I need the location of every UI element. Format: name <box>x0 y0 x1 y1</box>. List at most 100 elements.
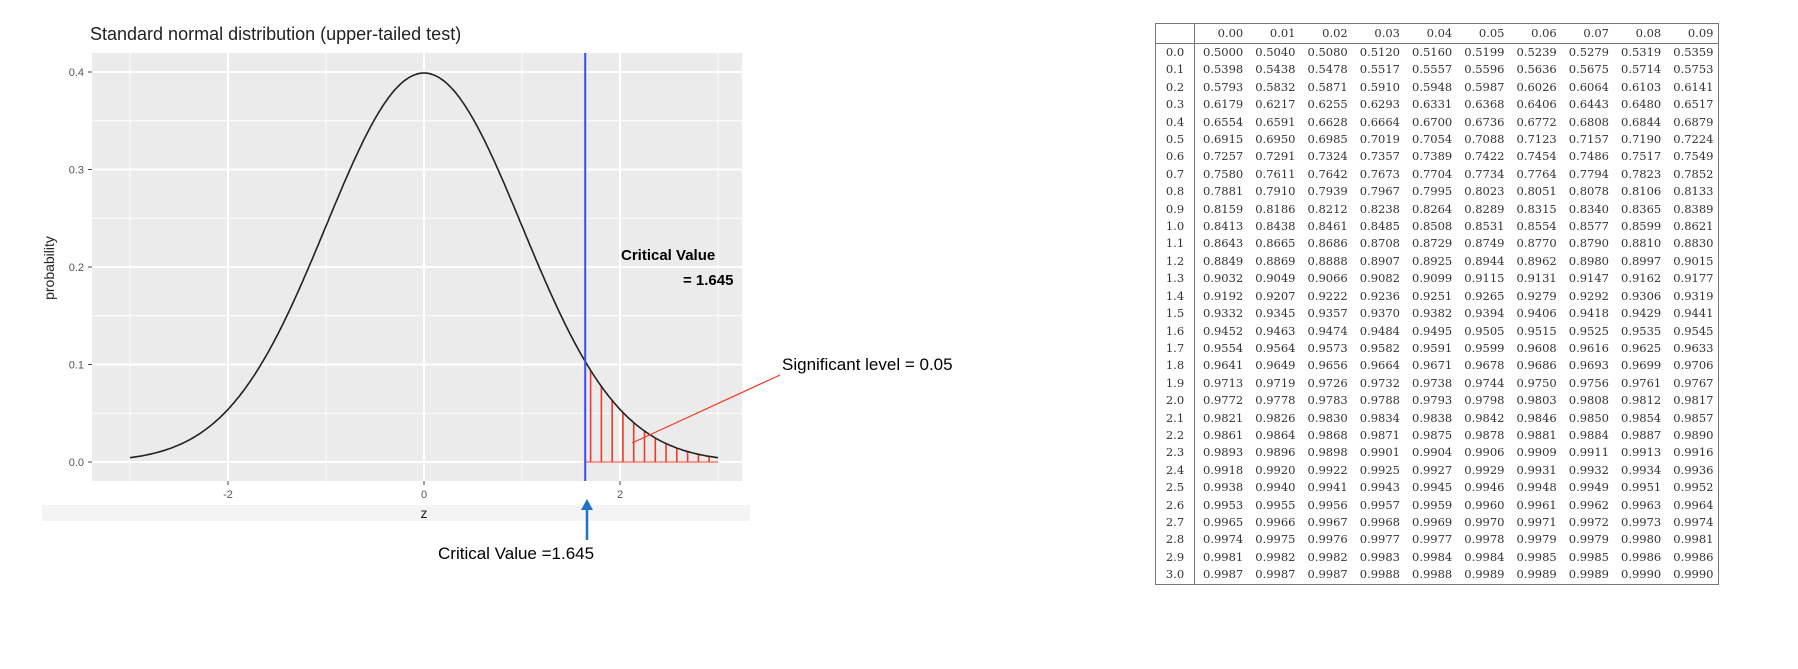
table-cell: 0.9505 <box>1464 323 1505 338</box>
table-row: 2.2 0.9861 0.9864 0.9868 0.9871 0.9875 0.9878 0… <box>1155 426 1719 445</box>
density-curve <box>129 72 719 459</box>
row-label: 2.7 <box>1155 513 1195 532</box>
table-cell: 0.9971 <box>1516 514 1557 529</box>
table-row: 0.4 0.6554 0.6591 0.6628 0.6664 0.6700 0.6736 0… <box>1155 113 1719 132</box>
table-cell: 0.9952 <box>1673 480 1714 495</box>
row-label: 0.0 <box>1155 43 1195 62</box>
table-cell: 0.9943 <box>1359 480 1400 495</box>
table-cell: 0.7823 <box>1621 166 1662 181</box>
table-row: 1.4 0.9192 0.9207 0.9222 0.9236 0.9251 0.9265 0… <box>1155 287 1719 306</box>
table-cell: 0.9990 <box>1621 567 1662 582</box>
column-header: 0.08 <box>1613 23 1666 44</box>
table-row: 2.0 0.9772 0.9778 0.9783 0.9788 0.9793 0.9798 0… <box>1155 392 1719 410</box>
table-cell: 0.9976 <box>1307 532 1348 547</box>
table-cell: 0.9987 <box>1255 567 1296 582</box>
table-cell: 0.9656 <box>1307 358 1348 373</box>
table-cell: 0.6517 <box>1673 97 1714 112</box>
table-cell: 0.5080 <box>1307 45 1348 59</box>
row-label: 2.8 <box>1155 531 1195 549</box>
column-header: 0.03 <box>1351 23 1404 44</box>
table-cell: 0.9719 <box>1255 375 1296 390</box>
table-cell: 0.6293 <box>1359 97 1400 112</box>
table-row: 1.9 0.9713 0.9719 0.9726 0.9732 0.9738 0.9744 0… <box>1155 374 1719 393</box>
table-cell: 0.7549 <box>1673 149 1714 164</box>
row-label: 0.3 <box>1155 96 1195 114</box>
table-cell: 0.9988 <box>1359 567 1400 582</box>
row-label: 2.1 <box>1155 409 1195 427</box>
row-label: 1.0 <box>1155 218 1195 236</box>
table-cell: 0.9738 <box>1412 375 1453 390</box>
table-cell: 0.7611 <box>1255 166 1296 181</box>
table-cell: 0.6736 <box>1464 114 1505 129</box>
table-cell: 0.5636 <box>1516 62 1557 77</box>
table-cell: 0.7704 <box>1412 166 1453 181</box>
table-cell: 0.9750 <box>1516 375 1557 390</box>
table-cell: 0.9049 <box>1255 271 1296 286</box>
table-cell: 0.9904 <box>1412 445 1453 460</box>
table-cell: 0.7486 <box>1568 149 1609 164</box>
normal-distribution-chart: 0.0 0.1 0.2 0.3 0.4 -2 0 2 Standard normal dist… <box>41 24 781 540</box>
table-cell: 0.9896 <box>1255 445 1296 460</box>
table-cell: 0.9834 <box>1359 410 1400 425</box>
table-cell: 0.9857 <box>1673 410 1714 425</box>
critical-value-number: = 1.645 <box>683 272 734 289</box>
table-cell: 0.9463 <box>1255 323 1296 338</box>
table-cell: 0.9871 <box>1359 427 1400 442</box>
table-cell: 0.8340 <box>1568 201 1609 216</box>
row-label: 1.8 <box>1155 357 1195 375</box>
table-cell: 0.5714 <box>1621 62 1662 77</box>
table-cell: 0.9357 <box>1307 306 1348 321</box>
y-tick-label: 0.1 <box>69 360 84 372</box>
table-cell: 0.9987 <box>1307 567 1348 582</box>
table-cell: 0.6368 <box>1464 97 1505 112</box>
chart-title: Standard normal distribution (upper-tail… <box>90 24 461 44</box>
table-cell: 0.9974 <box>1673 514 1714 529</box>
table-cell: 0.9984 <box>1412 549 1453 564</box>
table-cell: 0.9772 <box>1203 393 1244 408</box>
table-cell: 0.9985 <box>1568 549 1609 564</box>
table-cell: 0.9920 <box>1255 462 1296 477</box>
table-cell: 0.9767 <box>1673 375 1714 390</box>
table-row: 1.0 0.8413 0.8438 0.8461 0.8485 0.8508 0.8531 0… <box>1155 218 1719 236</box>
table-cell: 0.6844 <box>1621 114 1662 129</box>
table-row: 0.3 0.6179 0.6217 0.6255 0.6293 0.6331 0.6368 0… <box>1155 96 1719 114</box>
table-cell: 0.9292 <box>1568 288 1609 303</box>
table-cell: 0.8925 <box>1412 253 1453 268</box>
table-cell: 0.6026 <box>1516 79 1557 94</box>
table-cell: 0.5040 <box>1255 45 1296 59</box>
table-cell: 0.7939 <box>1307 184 1348 199</box>
table-cell: 0.9474 <box>1307 323 1348 338</box>
table-cell: 0.9641 <box>1203 358 1244 373</box>
table-cell: 0.9713 <box>1203 375 1244 390</box>
table-row: 0.1 0.5398 0.5438 0.5478 0.5517 0.5557 0.5596 0… <box>1155 61 1719 79</box>
table-row: 0.0 0.5000 0.5040 0.5080 0.5120 0.5160 0.5199 0… <box>1155 43 1719 62</box>
table-cell: 0.8315 <box>1516 201 1557 216</box>
table-cell: 0.9878 <box>1464 427 1505 442</box>
table-cell: 0.8461 <box>1307 219 1348 234</box>
gridlines <box>92 53 742 481</box>
table-cell: 0.9406 <box>1516 306 1557 321</box>
table-cell: 0.9962 <box>1568 497 1609 512</box>
table-cell: 0.9964 <box>1673 497 1714 512</box>
table-cell: 0.9842 <box>1464 410 1505 425</box>
row-label: 1.5 <box>1155 305 1195 323</box>
table-cell: 0.5596 <box>1464 62 1505 77</box>
table-row: 0.5 0.6915 0.6950 0.6985 0.7019 0.7054 0.7088 0… <box>1155 131 1719 149</box>
table-cell: 0.9893 <box>1203 445 1244 460</box>
table-cell: 0.9887 <box>1621 427 1662 442</box>
table-cell: 0.5478 <box>1307 62 1348 77</box>
table-cell: 0.9979 <box>1516 532 1557 547</box>
table-cell: 0.9941 <box>1307 480 1348 495</box>
table-cell: 0.7422 <box>1464 149 1505 164</box>
table-row: 0.7 0.7580 0.7611 0.7642 0.7673 0.7704 0.7734 0… <box>1155 165 1719 184</box>
table-cell: 0.9803 <box>1516 393 1557 408</box>
table-cell: 0.9940 <box>1255 480 1296 495</box>
table-cell: 0.5793 <box>1203 79 1244 94</box>
y-tick-label: 0.3 <box>69 165 84 177</box>
table-cell: 0.8554 <box>1516 219 1557 234</box>
table-cell: 0.9987 <box>1203 567 1244 582</box>
table-cell: 0.9664 <box>1359 358 1400 373</box>
table-cell: 0.6700 <box>1412 114 1453 129</box>
column-header: 0.04 <box>1404 23 1457 44</box>
table-cell: 0.9671 <box>1412 358 1453 373</box>
